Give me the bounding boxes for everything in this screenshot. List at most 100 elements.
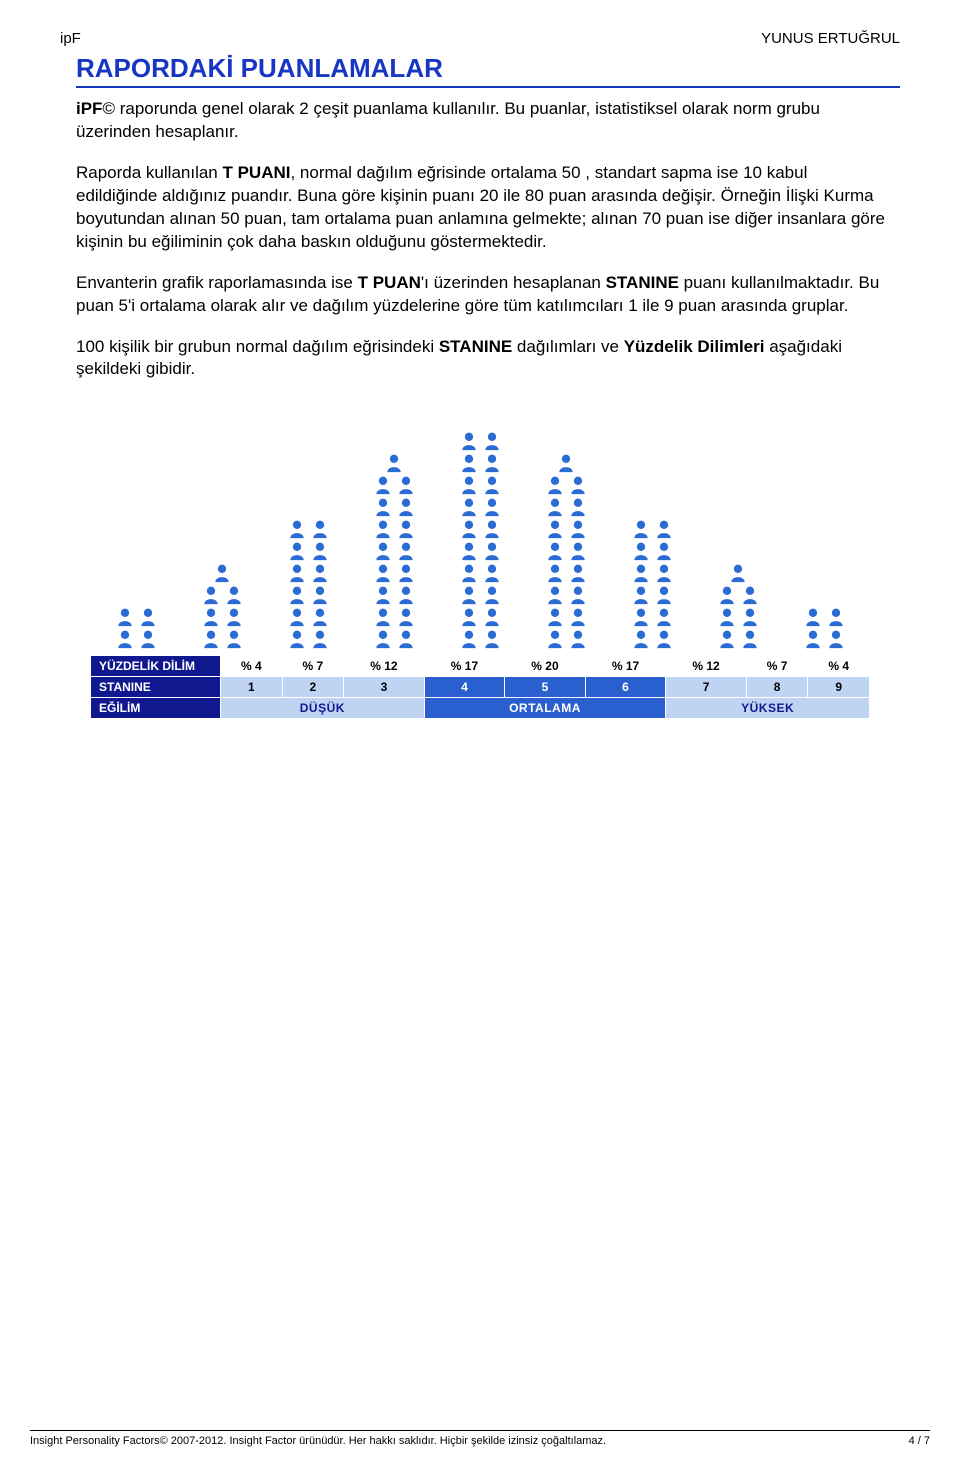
person-icon	[545, 519, 565, 539]
person-icon	[373, 541, 393, 561]
person-icon	[803, 629, 823, 649]
page-footer: Insight Personality Factors© 2007-2012. …	[30, 1430, 930, 1447]
page-header: ipF YUNUS ERTUĞRUL	[60, 30, 900, 47]
distribution-column	[781, 607, 867, 649]
person-icon	[287, 519, 307, 539]
person-icon	[654, 585, 674, 605]
person-icon	[631, 629, 651, 649]
person-icon	[396, 475, 416, 495]
percent-cell: % 20	[505, 656, 586, 677]
person-icon	[482, 431, 502, 451]
person-icon	[545, 541, 565, 561]
p3-d: STANINE	[606, 273, 679, 292]
person-icon	[545, 607, 565, 627]
distribution-column	[93, 607, 179, 649]
person-icon	[396, 629, 416, 649]
p2-b: T PUANI	[222, 163, 290, 182]
person-icon	[482, 497, 502, 517]
person-icon	[201, 607, 221, 627]
person-icon	[396, 497, 416, 517]
person-icon	[717, 607, 737, 627]
person-icon	[201, 585, 221, 605]
header-left: ipF	[60, 30, 81, 47]
person-icon	[545, 585, 565, 605]
person-icon	[115, 607, 135, 627]
p4-d: Yüzdelik Dilimleri	[624, 337, 765, 356]
stanine-table: YÜZDELİK DİLİM% 4% 7% 12% 17% 20% 17% 12…	[90, 655, 870, 719]
p1-text: raporunda genel olarak 2 çeşit puanlama …	[76, 99, 820, 141]
person-icon	[631, 563, 651, 583]
percent-cell: % 12	[666, 656, 747, 677]
person-icon	[482, 541, 502, 561]
person-icon	[568, 585, 588, 605]
person-icon	[631, 541, 651, 561]
person-icon	[482, 453, 502, 473]
person-icon	[545, 563, 565, 583]
section-title: RAPORDAKİ PUANLAMALAR	[76, 53, 900, 88]
percent-row: YÜZDELİK DİLİM% 4% 7% 12% 17% 20% 17% 12…	[91, 656, 870, 677]
person-icon	[396, 563, 416, 583]
stanine-label: STANINE	[91, 677, 221, 698]
person-icon	[287, 563, 307, 583]
ipf-bold: iPF	[76, 99, 102, 118]
percent-cell: % 17	[585, 656, 666, 677]
person-icon	[631, 607, 651, 627]
person-icon	[826, 607, 846, 627]
stanine-cell: 8	[746, 677, 808, 698]
person-icon	[482, 629, 502, 649]
person-icon	[482, 607, 502, 627]
stanine-cell: 2	[282, 677, 344, 698]
person-icon	[740, 629, 760, 649]
copyright-symbol: ©	[102, 99, 115, 118]
person-icon	[373, 585, 393, 605]
percent-cell: % 7	[746, 656, 808, 677]
header-right: YUNUS ERTUĞRUL	[761, 30, 900, 47]
person-icon	[459, 519, 479, 539]
tendency-row: EĞİLİMDÜŞÜKORTALAMAYÜKSEK	[91, 698, 870, 719]
distribution-column	[695, 563, 781, 649]
person-icon	[654, 607, 674, 627]
tendency-group: ORTALAMA	[424, 698, 666, 719]
person-icon	[373, 497, 393, 517]
person-icon	[740, 585, 760, 605]
stanine-cell: 9	[808, 677, 870, 698]
person-icon	[459, 541, 479, 561]
tendency-group: DÜŞÜK	[221, 698, 425, 719]
person-icon	[717, 585, 737, 605]
person-icon	[201, 629, 221, 649]
tendency-label: EĞİLİM	[91, 698, 221, 719]
p2-a: Raporda kullanılan	[76, 163, 222, 182]
person-icon	[138, 629, 158, 649]
person-icon	[568, 519, 588, 539]
person-icon	[224, 629, 244, 649]
person-icon	[212, 563, 232, 583]
footer-right: 4 / 7	[909, 1435, 930, 1447]
person-icon	[568, 497, 588, 517]
person-icon	[373, 629, 393, 649]
person-icon	[482, 519, 502, 539]
stanine-cell: 6	[585, 677, 666, 698]
person-icon	[287, 629, 307, 649]
person-icon	[373, 563, 393, 583]
person-icon	[373, 607, 393, 627]
person-icon	[459, 629, 479, 649]
footer-left: Insight Personality Factors© 2007-2012. …	[30, 1435, 606, 1447]
person-icon	[459, 563, 479, 583]
stanine-row: STANINE123456789	[91, 677, 870, 698]
person-icon	[459, 607, 479, 627]
person-icon	[459, 431, 479, 451]
person-icon	[482, 475, 502, 495]
paragraph-2: Raporda kullanılan T PUANI, normal dağıl…	[76, 162, 890, 254]
person-icon	[631, 585, 651, 605]
p4-c: dağılımları ve	[512, 337, 624, 356]
person-icon	[803, 607, 823, 627]
distribution-column	[265, 519, 351, 649]
person-icon	[459, 585, 479, 605]
person-icon	[568, 607, 588, 627]
distribution-column	[523, 453, 609, 649]
paragraph-4: 100 kişilik bir grubun normal dağılım eğ…	[76, 336, 890, 382]
person-icon	[568, 541, 588, 561]
paragraph-3: Envanterin grafik raporlamasında ise T P…	[76, 272, 890, 318]
distribution-column	[437, 431, 523, 649]
tendency-group: YÜKSEK	[666, 698, 870, 719]
